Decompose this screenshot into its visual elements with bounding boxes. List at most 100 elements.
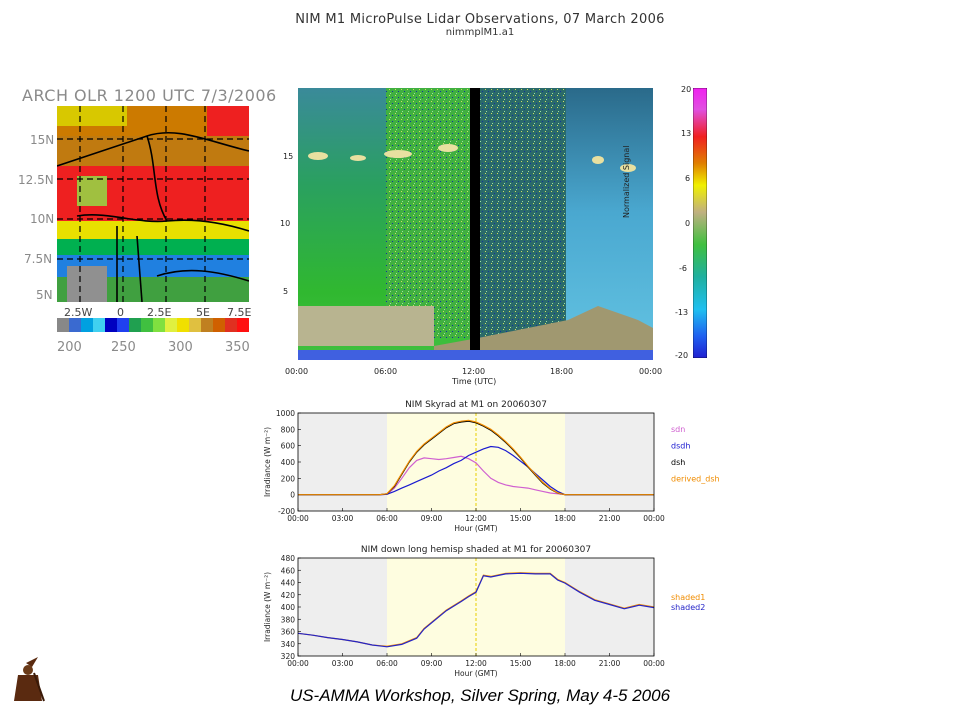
page-title: NIM M1 MicroPulse Lidar Observations, 07… [295,12,665,27]
lidar-boundary-layer [298,306,434,346]
olr-map [57,106,249,302]
lidar-xtick-1200: 12:00 [462,367,486,376]
lidar-boundary-layer-day [434,306,653,350]
olr-colorbar-swatch [105,318,117,332]
lidar-xtick-0000: 00:00 [285,367,309,376]
lon-label-5e: 5E [196,306,210,319]
y-tick-label: 0 [290,491,295,500]
series-line-shaded2 [297,572,655,648]
lidar-colorbar [693,88,707,358]
lon-label-0: 0 [117,306,124,319]
x-tick-label: 18:00 [554,659,576,668]
cbar-tick-0: 0 [685,219,691,228]
olr-colorbar-label-300: 300 [168,340,193,355]
lat-label-5n: 5N [36,288,53,302]
plot-frame [297,412,655,512]
lidar-xtick-2400: 00:00 [639,367,663,376]
series-line-sdn [298,455,654,496]
legend-entry-shaded1: shaded1 [671,593,705,602]
x-tick-label: 09:00 [421,514,443,523]
map-region-gray [67,266,107,302]
x-tick-label: 18:00 [554,514,576,523]
y-tick-label: 400 [281,458,296,467]
y-tick-label: 340 [281,640,296,649]
witch-logo-icon [14,657,45,702]
olr-colorbar-swatch [81,318,93,332]
olr-colorbar-swatch [117,318,129,332]
y-axis-label: Irradiance (W m⁻²) [263,427,272,497]
lidar-image [298,88,653,360]
lidar-evening [566,88,653,338]
legend-entry-dsdh: dsdh [671,442,690,451]
x-tick-label: 00:00 [287,514,309,523]
y-tick-label: -200 [278,507,295,516]
longwave-chart: NIM down long hemisp shaded at M1 for 20… [263,545,705,678]
x-tick-label: 00:00 [643,659,665,668]
legend-entry-sdn: sdn [671,425,685,434]
map-region-green [57,239,249,255]
lat-label-7-5n: 7.5N [24,252,53,266]
x-tick-label: 00:00 [287,659,309,668]
lidar-cirrus [308,144,636,172]
lidar-ytick-5: 5 [283,287,289,296]
y-tick-label: 1000 [276,409,295,418]
y-tick-label: 440 [281,579,296,588]
legend-entry-shaded2: shaded2 [671,603,705,612]
olr-colorbar-swatch [237,318,249,332]
y-tick-label: 480 [281,554,296,563]
skyrad-chart: NIM Skyrad at M1 on 20060307 -200 0 200 400 6… [263,400,720,533]
olr-colorbar-swatch [165,318,177,332]
map-region-yellow [57,221,249,239]
x-tick-label: 06:00 [376,514,398,523]
lidar-day-noise-texture [386,88,476,338]
lidar-ytick-10: 10 [280,219,291,228]
olr-colorbar-swatch [177,318,189,332]
lon-label-7-5e: 7.5E [227,306,252,319]
page-subtitle: nimmplM1.a1 [445,27,515,38]
y-tick-label: 460 [281,566,296,575]
lon-label-2-5e: 2.5E [147,306,172,319]
olr-colorbar-swatch [129,318,141,332]
cbar-tick-neg6: -6 [679,264,687,273]
lidar-colorbar-title: Normalized Signal [622,145,631,218]
footer-caption: US-AMMA Workshop, Silver Spring, May 4-5… [289,686,671,705]
lidar-ytick-15: 15 [283,152,294,161]
olr-colorbar-label-350: 350 [225,340,250,355]
olr-colorbar-swatch [225,318,237,332]
map-region-cloud-patch [77,176,107,206]
y-tick-label: 600 [281,442,296,451]
olr-colorbar-swatch [189,318,201,332]
y-tick-label: 320 [281,652,296,661]
lidar-xtick-0600: 06:00 [374,367,398,376]
night-shade-morning [298,558,387,656]
olr-colorbar-swatch [57,318,69,332]
map-region-nw [57,106,127,126]
y-tick-label: 360 [281,628,296,637]
olr-colorbar-swatch [93,318,105,332]
x-tick-label: 03:00 [332,659,354,668]
legend-entry-derived-dsh: derived_dsh [671,475,720,484]
lidar-afternoon-noise-texture [476,88,566,338]
y-tick-label: 800 [281,425,296,434]
cbar-tick-neg20: -20 [675,351,689,360]
x-tick-label: 15:00 [510,659,532,668]
series-line-derived-dsh [298,419,654,496]
y-axis-label: Irradiance (W m⁻²) [263,572,272,642]
map-borders [57,131,249,302]
lidar-colorbar-fill [693,88,707,358]
olr-colorbar-label-250: 250 [111,340,136,355]
lat-label-10n: 10N [30,212,55,226]
x-tick-label: 09:00 [421,659,443,668]
night-shade-evening [565,413,654,511]
cbar-tick-6: 6 [685,174,691,183]
legend-entry-dsh: dsh [671,458,685,467]
x-tick-label: 00:00 [643,514,665,523]
olr-colorbar-swatch [213,318,225,332]
night-shade-morning [298,413,387,511]
olr-map-title: ARCH OLR 1200 UTC 7/3/2006 [22,86,277,105]
lidar-surface [298,350,653,360]
olr-colorbar-swatch [69,318,81,332]
night-shade-evening [565,558,654,656]
x-axis-label: Hour (GMT) [454,669,497,678]
cbar-tick-13: 13 [681,129,692,138]
